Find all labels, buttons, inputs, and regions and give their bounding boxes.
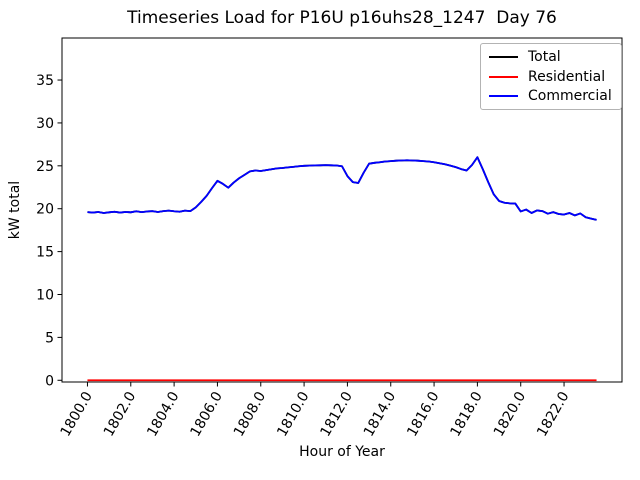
x-tick-label: 1802.0 (101, 389, 139, 439)
legend-label-commercial: Commercial (528, 88, 612, 105)
x-tick-label: 1804.0 (144, 389, 182, 439)
y-tick-label: 25 (36, 159, 54, 175)
series-line-commercial (87, 156, 597, 221)
y-tick-label: 35 (36, 73, 54, 89)
x-tick-label: 1800.0 (58, 389, 96, 439)
x-tick-label: 1820.0 (491, 389, 529, 439)
y-tick-label: 5 (45, 330, 54, 346)
x-axis-label: Hour of Year (299, 444, 385, 460)
x-tick-label: 1812.0 (318, 389, 356, 439)
x-tick-label: 1808.0 (231, 389, 269, 439)
plot-frame (61, 37, 623, 383)
legend: Total Residential Commercial (480, 43, 622, 110)
legend-entry-commercial: Commercial (481, 86, 621, 106)
legend-label-residential: Residential (528, 68, 606, 85)
x-tick-label: 1806.0 (188, 389, 226, 439)
legend-line-sample-commercial (489, 95, 518, 98)
legend-label-total: Total (528, 48, 561, 65)
y-tick-label: 10 (36, 287, 54, 303)
x-tick-label: 1818.0 (448, 389, 486, 439)
legend-entry-total: Total (481, 47, 621, 67)
y-tick-label: 0 (45, 373, 54, 389)
x-tick-label: 1810.0 (274, 389, 312, 439)
chart-title: Timeseries Load for P16U p16uhs28_1247 D… (127, 8, 557, 28)
y-tick-label: 30 (36, 116, 54, 132)
x-tick-label: 1814.0 (361, 389, 399, 439)
legend-line-sample-residential (489, 75, 518, 78)
y-axis-label: kW total (7, 180, 23, 240)
x-tick-label: 1822.0 (534, 389, 572, 439)
legend-entry-residential: Residential (481, 67, 621, 87)
y-tick-label: 15 (36, 245, 54, 261)
legend-line-sample-total (489, 55, 518, 58)
y-tick-label: 20 (36, 202, 54, 218)
x-tick-label: 1816.0 (404, 389, 442, 439)
